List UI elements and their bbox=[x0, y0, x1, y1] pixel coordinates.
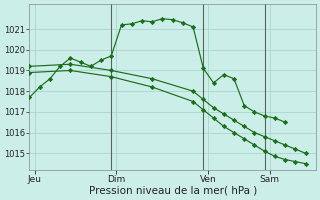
X-axis label: Pression niveau de la mer( hPa ): Pression niveau de la mer( hPa ) bbox=[89, 186, 257, 196]
